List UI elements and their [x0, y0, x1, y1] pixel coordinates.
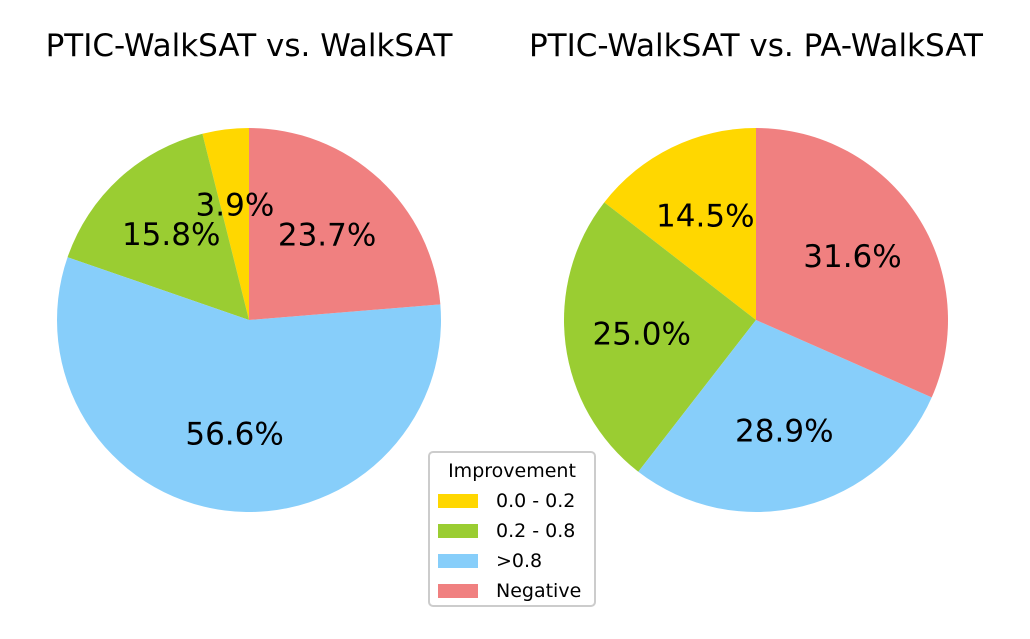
pie-slice-0-8 [57, 257, 442, 513]
pie-left-slices: 3.9%15.8% 56.6% 23.7% [57, 128, 442, 513]
legend-label: Negative [496, 580, 582, 602]
pie-slice-negative [249, 128, 441, 320]
pie-slice-0-0-0-2 [202, 128, 249, 320]
pie-right-slices: 14.5% 25.0% 28.9% 31.6% [563, 128, 949, 513]
slice-percent-label: 14.5% [656, 199, 754, 235]
slice-percent-label: 31.6% [803, 239, 901, 275]
pie-slice-0-2-0-8 [563, 202, 756, 472]
legend-title: Improvement [448, 460, 576, 482]
slice-percent-label: 3.9% [196, 188, 275, 224]
pie-slice-negative [756, 128, 949, 398]
slice-percent-label: 28.9% [735, 414, 833, 450]
legend: Improvement 0.0 - 0.2 0.2 - 0.8 >0.8 Neg… [428, 451, 596, 607]
pie-slice-0-8 [638, 320, 932, 513]
legend-swatch-blue [438, 554, 478, 568]
legend-label: >0.8 [496, 550, 543, 572]
slice-percent-label: 56.6% [185, 416, 283, 452]
legend-item-negative: Negative [438, 580, 581, 602]
slice-percent-label: 23.7% [278, 217, 376, 253]
pie-slice-0-2-0-8 [67, 133, 249, 320]
legend-label: 0.2 - 0.8 [496, 520, 576, 542]
legend-item-0.2-0.8: 0.2 - 0.8 [438, 520, 575, 542]
legend-swatch-gold [438, 494, 478, 508]
legend-item-0-0.2: 0.0 - 0.2 [438, 490, 575, 512]
legend-swatch-green [438, 524, 478, 538]
pie-chart-left: PTIC-WalkSAT vs. WalkSAT 3.9%15.8% 56.6% 2… [46, 28, 454, 513]
legend-swatch-red [438, 584, 478, 598]
pie-slice-0-0-0-2 [604, 128, 756, 320]
legend-label: 0.0 - 0.2 [496, 490, 576, 512]
chart-title-left: PTIC-WalkSAT vs. WalkSAT [46, 28, 454, 64]
pie-chart-right: PTIC-WalkSAT vs. PA-WalkSAT 14.5% 25.0% 28… [529, 28, 984, 513]
slice-percent-label: 25.0% [592, 316, 690, 352]
chart-title-right: PTIC-WalkSAT vs. PA-WalkSAT [529, 28, 984, 64]
slice-percent-label: 15.8% [122, 217, 220, 253]
legend-item-gt-0.8: >0.8 [438, 550, 542, 572]
